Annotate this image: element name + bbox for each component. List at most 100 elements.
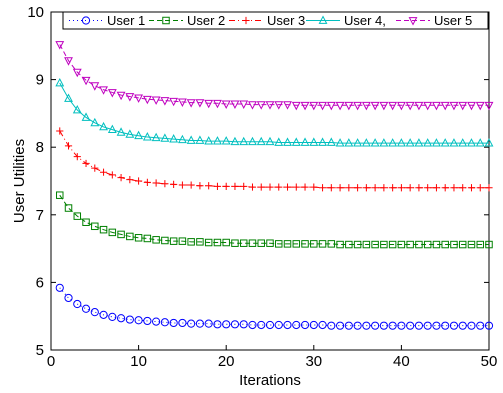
- data-point: [256, 136, 266, 146]
- legend-item-1: User 1: [69, 13, 145, 28]
- data-point: [318, 240, 327, 248]
- data-point: [283, 183, 292, 191]
- data-point: [73, 153, 81, 161]
- series-4: [55, 77, 494, 147]
- data-point: [134, 94, 144, 103]
- data-point: [151, 132, 161, 142]
- data-point: [274, 320, 283, 330]
- data-point: [485, 184, 493, 192]
- data-point: [169, 134, 179, 143]
- data-point: [213, 182, 222, 191]
- data-point: [134, 316, 143, 325]
- data-point: [441, 321, 450, 330]
- data-point: [73, 299, 82, 309]
- data-point: [248, 239, 257, 247]
- data-point: [371, 240, 379, 249]
- data-point: [205, 182, 213, 190]
- data-point: [257, 320, 266, 330]
- data-point: [213, 99, 222, 109]
- data-point: [467, 184, 476, 192]
- data-point: [56, 127, 64, 135]
- data-point: [170, 180, 178, 188]
- data-point: [169, 97, 179, 107]
- data-point: [309, 137, 319, 146]
- legend-label: User 4,: [344, 13, 386, 28]
- data-point: [283, 137, 292, 146]
- data-point: [450, 240, 458, 249]
- legend-marker: [162, 16, 170, 25]
- data-point: [440, 101, 450, 111]
- data-point: [336, 184, 344, 192]
- data-point: [266, 183, 274, 191]
- data-point: [81, 112, 91, 121]
- data-point: [213, 320, 222, 329]
- data-point: [187, 238, 195, 246]
- data-point: [441, 184, 449, 192]
- data-point: [266, 239, 274, 247]
- data-point: [257, 183, 265, 191]
- data-point: [231, 239, 239, 247]
- data-point: [222, 238, 230, 247]
- data-point: [476, 184, 484, 192]
- data-point: [318, 137, 327, 146]
- data-point: [64, 142, 73, 150]
- x-tick-label: 20: [218, 353, 235, 370]
- data-point: [388, 240, 397, 249]
- legend-marker: [242, 16, 250, 25]
- data-point: [72, 68, 82, 78]
- data-point: [177, 98, 187, 107]
- data-point: [231, 182, 239, 191]
- data-point: [326, 101, 336, 111]
- legend-marker: [318, 15, 328, 24]
- data-point: [107, 124, 117, 134]
- y-tick-label: 9: [36, 72, 44, 89]
- data-point: [125, 93, 135, 102]
- series-5: [55, 41, 494, 111]
- data-point: [116, 127, 126, 136]
- y-axis-label: User Utilities: [11, 139, 28, 223]
- data-point: [275, 240, 283, 248]
- data-point: [318, 184, 327, 192]
- data-point: [134, 130, 144, 140]
- data-point: [318, 320, 327, 330]
- data-point: [91, 164, 99, 172]
- data-point: [353, 240, 362, 249]
- data-point: [257, 239, 265, 247]
- data-point: [432, 321, 441, 330]
- data-point: [116, 91, 126, 101]
- data-point: [476, 321, 485, 330]
- data-point: [361, 138, 371, 147]
- series-layer: [55, 41, 494, 330]
- data-point: [196, 182, 204, 190]
- data-point: [396, 138, 406, 147]
- data-point: [99, 86, 108, 95]
- data-point: [300, 320, 310, 330]
- data-point: [240, 182, 248, 191]
- data-point: [107, 89, 117, 98]
- data-point: [432, 184, 441, 192]
- legend-marker: [408, 17, 418, 26]
- data-point: [291, 101, 301, 111]
- data-point: [467, 240, 476, 249]
- legend-item-3: User 3: [229, 13, 305, 28]
- data-point: [388, 101, 398, 111]
- data-point: [116, 314, 126, 323]
- data-point: [389, 184, 397, 192]
- x-tick-label: 10: [130, 353, 147, 370]
- data-point: [440, 138, 450, 147]
- data-point: [335, 101, 345, 111]
- data-point: [326, 137, 336, 146]
- legend-label: User 1: [107, 13, 145, 28]
- data-point: [72, 104, 82, 114]
- x-tick-label: 40: [393, 353, 410, 370]
- data-point: [344, 101, 354, 111]
- legend-item-4: User 4,: [306, 13, 386, 28]
- data-point: [239, 136, 249, 146]
- data-point: [178, 237, 187, 245]
- plot-frame: [50, 11, 490, 351]
- data-point: [362, 240, 371, 249]
- data-point: [396, 101, 406, 111]
- data-point: [370, 101, 380, 111]
- data-point: [345, 184, 353, 192]
- data-point: [134, 234, 143, 242]
